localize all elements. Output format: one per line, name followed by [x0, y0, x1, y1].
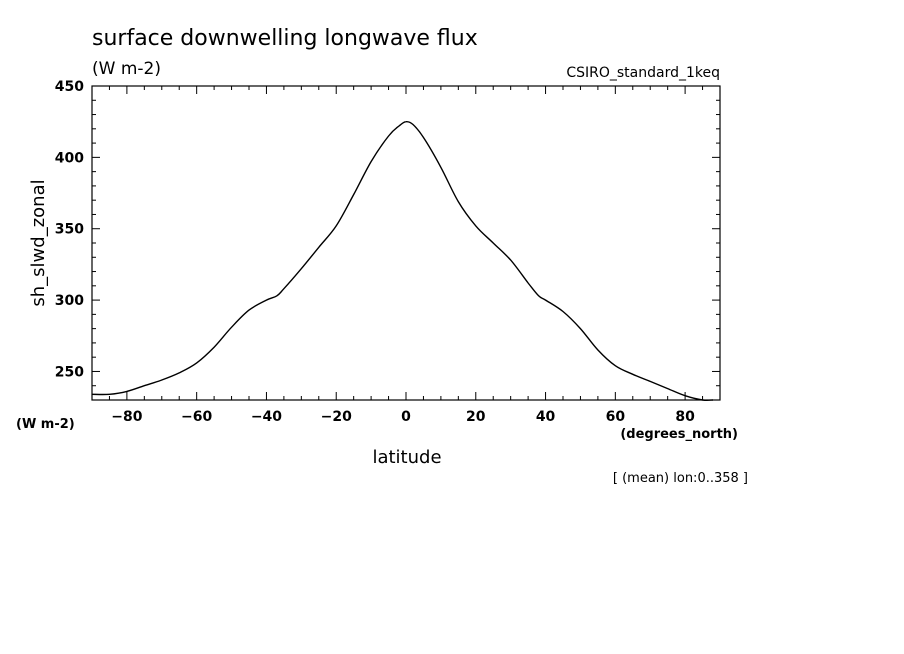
chart-title-units: (W m-2)	[92, 59, 161, 79]
x-tick-label: 20	[466, 409, 486, 425]
footnote: [ (mean) lon:0..358 ]	[613, 471, 748, 486]
chart-title: surface downwelling longwave flux	[92, 26, 478, 51]
x-tick-label: −40	[251, 409, 282, 425]
y-tick-label: 400	[55, 150, 84, 166]
y-axis-label: sh_slwd_zonal	[28, 179, 49, 306]
x-tick-label: 80	[675, 409, 695, 425]
x-tick-label: 0	[401, 409, 411, 425]
y-tick-label: 250	[55, 364, 84, 380]
x-tick-label: 60	[606, 409, 626, 425]
tick-marks	[91, 85, 721, 401]
run-label: CSIRO_standard_1keq	[566, 65, 720, 81]
x-tick-label: −60	[181, 409, 212, 425]
y-tick-label: 350	[55, 222, 84, 238]
series-line	[91, 120, 714, 402]
y-tick-label: 450	[55, 79, 84, 95]
tick-labels: −80 −60 −40 −20 0 20 40 60 80 250 300 350 400 450	[55, 79, 695, 425]
x-tick-label: 40	[536, 409, 556, 425]
y-axis-units: (W m-2)	[16, 417, 75, 432]
plot-frame	[91, 85, 721, 401]
x-axis-label: latitude	[372, 447, 441, 468]
y-tick-label: 300	[55, 293, 84, 309]
x-tick-label: −20	[321, 409, 352, 425]
x-tick-label: −80	[111, 409, 142, 425]
x-axis-units: (degrees_north)	[620, 427, 738, 442]
